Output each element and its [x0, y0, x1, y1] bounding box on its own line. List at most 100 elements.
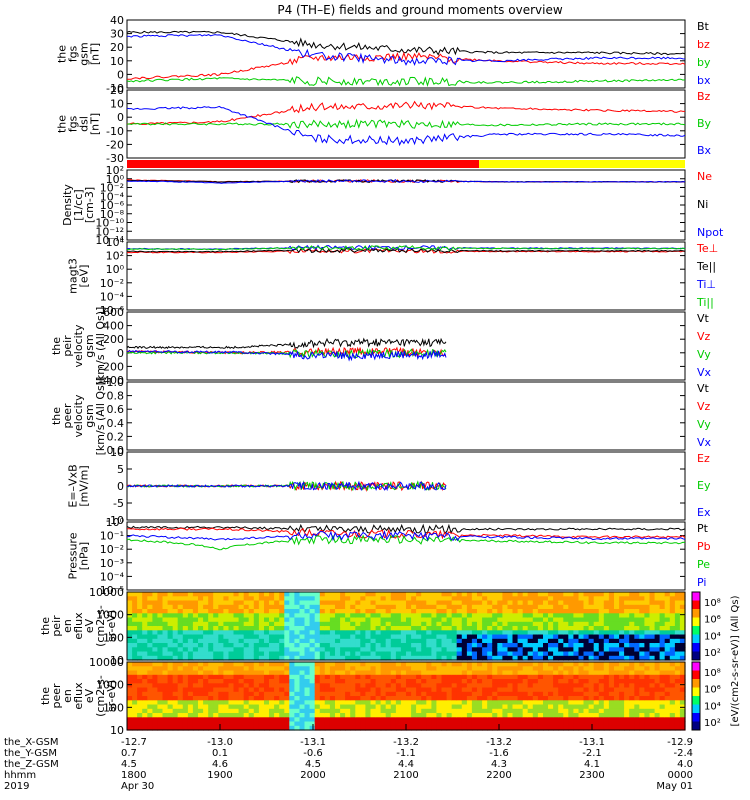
spectrogram-cell: [679, 609, 686, 614]
spectrogram-cell: [477, 592, 483, 597]
spectrogram-cell: [365, 679, 372, 684]
spectrogram-cell: [406, 655, 412, 661]
spectrogram-cell: [162, 592, 169, 597]
spectrogram-cell: [406, 691, 412, 697]
spectrogram-cell: [441, 638, 448, 644]
spectrogram-cell: [375, 696, 382, 701]
spectrogram-cell: [203, 687, 209, 693]
spectrogram-cell: [284, 662, 290, 667]
spectrogram-cell: [593, 613, 600, 619]
spectrogram-cell: [416, 721, 422, 727]
spectrogram-cell: [456, 721, 463, 727]
spectrogram-cell: [634, 725, 640, 731]
x-tick-label: 4.5: [305, 759, 321, 770]
spectrogram-cell: [446, 617, 453, 623]
spectrogram-cell: [644, 717, 651, 723]
spectrogram-cell: [395, 696, 402, 701]
spectrogram-cell: [568, 596, 574, 602]
spectrogram-cell: [365, 670, 372, 676]
spectrogram-cell: [456, 592, 463, 597]
spectrogram-cell: [233, 651, 240, 657]
spectrogram-cell: [456, 621, 463, 627]
spectrogram-cell: [639, 592, 645, 597]
spectrogram-cell: [614, 721, 620, 727]
spectrogram-cell: [127, 638, 133, 644]
spectrogram-cell: [537, 638, 544, 644]
spectrogram-cell: [558, 713, 564, 718]
spectrogram-cell: [375, 687, 382, 693]
spectrogram-cell: [253, 643, 260, 648]
spectrogram-cell: [192, 683, 199, 689]
spectrogram-cell: [461, 725, 468, 731]
spectrogram-cell: [152, 687, 159, 693]
spectrogram-cell: [492, 713, 498, 718]
spectrogram-cell: [360, 655, 366, 661]
spectrogram-cell: [233, 592, 240, 597]
spectrogram-cell: [563, 634, 569, 640]
spectrogram-cell: [583, 604, 590, 610]
spectrogram-cell: [309, 604, 316, 610]
spectrogram-cell: [436, 662, 443, 667]
spectrogram-cell: [324, 643, 331, 648]
spectrogram-cell: [664, 638, 671, 644]
spectrogram-cell: [340, 643, 346, 648]
spectrogram-cell: [284, 696, 290, 701]
spectrogram-cell: [558, 592, 564, 597]
spectrogram-cell: [269, 674, 275, 680]
spectrogram-cell: [578, 604, 585, 610]
spectrogram-cell: [527, 666, 534, 672]
spectrogram-cell: [502, 626, 509, 631]
spectrogram-cell: [213, 691, 219, 697]
spectrogram-cell: [619, 666, 625, 672]
spectrogram-cell: [137, 609, 143, 614]
spectrogram-cell: [471, 626, 478, 631]
spectrogram-cell: [203, 683, 209, 689]
spectrogram-cell: [634, 643, 640, 648]
spectrogram-cell: [132, 647, 138, 653]
panel-stack: 403020100-10thefgsgsm[nT]Btbzbybx20100-1…: [39, 14, 724, 737]
spectrogram-cell: [335, 674, 341, 680]
spectrogram-cell: [588, 613, 595, 619]
spectrogram-cell: [492, 643, 498, 648]
spectrogram-cell: [137, 600, 143, 606]
spectrogram-cell: [340, 687, 346, 693]
spectrogram-cell: [603, 592, 610, 597]
spectrogram-cell: [664, 662, 671, 667]
spectrogram-cell: [543, 655, 549, 661]
spectrogram-cell: [644, 691, 651, 697]
spectrogram-cell: [441, 687, 448, 693]
spectrogram-cell: [624, 713, 630, 718]
spectrogram-cell: [238, 643, 245, 648]
y-tick-label: -20: [106, 138, 124, 151]
spectrogram-cell: [289, 708, 295, 714]
spectrogram-cell: [324, 651, 331, 657]
spectrogram-cell: [537, 696, 544, 701]
spectrogram-cell: [142, 679, 148, 684]
spectrogram-cell: [264, 713, 270, 718]
spectrogram-cell: [624, 604, 630, 610]
y-tick-label: 10²: [106, 164, 124, 177]
spectrogram-cell: [385, 666, 392, 672]
spectrogram-cell: [548, 613, 554, 619]
spectrogram-cell: [659, 696, 666, 701]
spectrogram-cell: [264, 630, 270, 636]
spectrogram-cell: [335, 696, 341, 701]
spectrogram-cell: [629, 721, 635, 727]
spectrogram-cell: [659, 600, 666, 606]
spectrogram-cell: [492, 696, 498, 701]
spectrogram-cell: [208, 621, 214, 627]
spectrogram-cell: [223, 604, 230, 610]
spectrogram-cell: [223, 670, 230, 676]
spectrogram-cell: [375, 662, 382, 667]
spectrogram-cell: [624, 670, 630, 676]
spectrogram-cell: [674, 600, 681, 606]
spectrogram-cell: [502, 647, 509, 653]
spectrogram-cell: [162, 691, 169, 697]
spectrogram-cell: [218, 651, 224, 657]
spectrogram-cell: [289, 666, 295, 672]
spectrogram-cell: [532, 617, 539, 623]
spectrogram-cell: [213, 717, 219, 723]
spectrogram-cell: [253, 725, 260, 731]
spectrogram-cell: [345, 683, 351, 689]
spectrogram-cell: [264, 604, 270, 610]
